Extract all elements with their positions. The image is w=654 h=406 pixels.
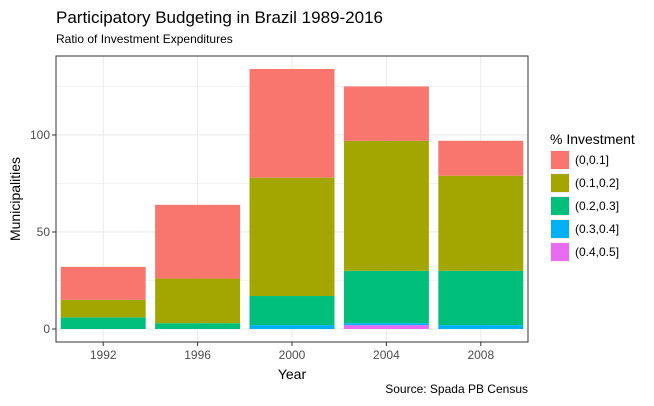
bar-2004-series-4 xyxy=(343,323,429,326)
bar-2004-series-2 xyxy=(343,140,429,271)
bar-2004-series-1 xyxy=(343,86,429,141)
legend-label: (0.1,0.2] xyxy=(575,176,619,190)
bar-2008-series-1 xyxy=(438,140,524,176)
chart-title: Participatory Budgeting in Brazil 1989-2… xyxy=(56,8,383,27)
chart-caption: Source: Spada PB Census xyxy=(385,382,528,396)
bar-1992-series-1 xyxy=(60,266,146,300)
y-tick-label: 100 xyxy=(30,128,50,142)
bar-2008-series-4 xyxy=(438,325,524,329)
x-tick-label: 2008 xyxy=(467,348,494,362)
legend-title: % Investment xyxy=(550,131,635,147)
bar-2000-series-4 xyxy=(249,325,335,329)
bar-2004-series-5 xyxy=(343,325,429,329)
bar-1996-series-1 xyxy=(155,204,241,279)
bar-2000-series-3 xyxy=(249,296,335,326)
bar-1996-series-2 xyxy=(155,278,241,324)
bar-1992-series-2 xyxy=(60,299,146,318)
legend-label: (0,0.1] xyxy=(575,153,609,167)
legend-swatch xyxy=(551,243,569,261)
y-tick-label: 50 xyxy=(37,225,51,239)
legend-label: (0.3,0.4] xyxy=(575,222,619,236)
legend-swatch xyxy=(551,220,569,238)
bar-1992-series-3 xyxy=(60,317,146,329)
bar-1996-series-3 xyxy=(155,323,241,329)
legend-swatch xyxy=(551,174,569,192)
x-tick-label: 2004 xyxy=(373,348,400,362)
bar-2004-series-3 xyxy=(343,270,429,324)
x-axis-label: Year xyxy=(278,366,307,382)
x-tick-label: 1992 xyxy=(90,348,117,362)
y-axis-label: Municipalities xyxy=(7,157,23,241)
legend-label: (0.2,0.3] xyxy=(575,199,619,213)
y-tick-label: 0 xyxy=(43,322,50,336)
bars-layer xyxy=(60,69,524,329)
x-tick-label: 1996 xyxy=(184,348,211,362)
bar-2008-series-3 xyxy=(438,270,524,326)
bar-2000-series-2 xyxy=(249,177,335,297)
x-tick-label: 2000 xyxy=(279,348,306,362)
chart-subtitle: Ratio of Investment Expenditures xyxy=(56,32,233,46)
legend-swatch xyxy=(551,197,569,215)
legend-swatch xyxy=(551,151,569,169)
axis-layer: 0 50 100 1992 1996 2000 2004 2008 xyxy=(30,128,495,362)
legend-label: (0.4,0.5] xyxy=(575,245,619,259)
bar-2008-series-2 xyxy=(438,175,524,271)
legend: % Investment (0,0.1] (0.1,0.2] (0.2,0.3] (0… xyxy=(550,131,635,262)
bar-2000-series-1 xyxy=(249,69,335,178)
